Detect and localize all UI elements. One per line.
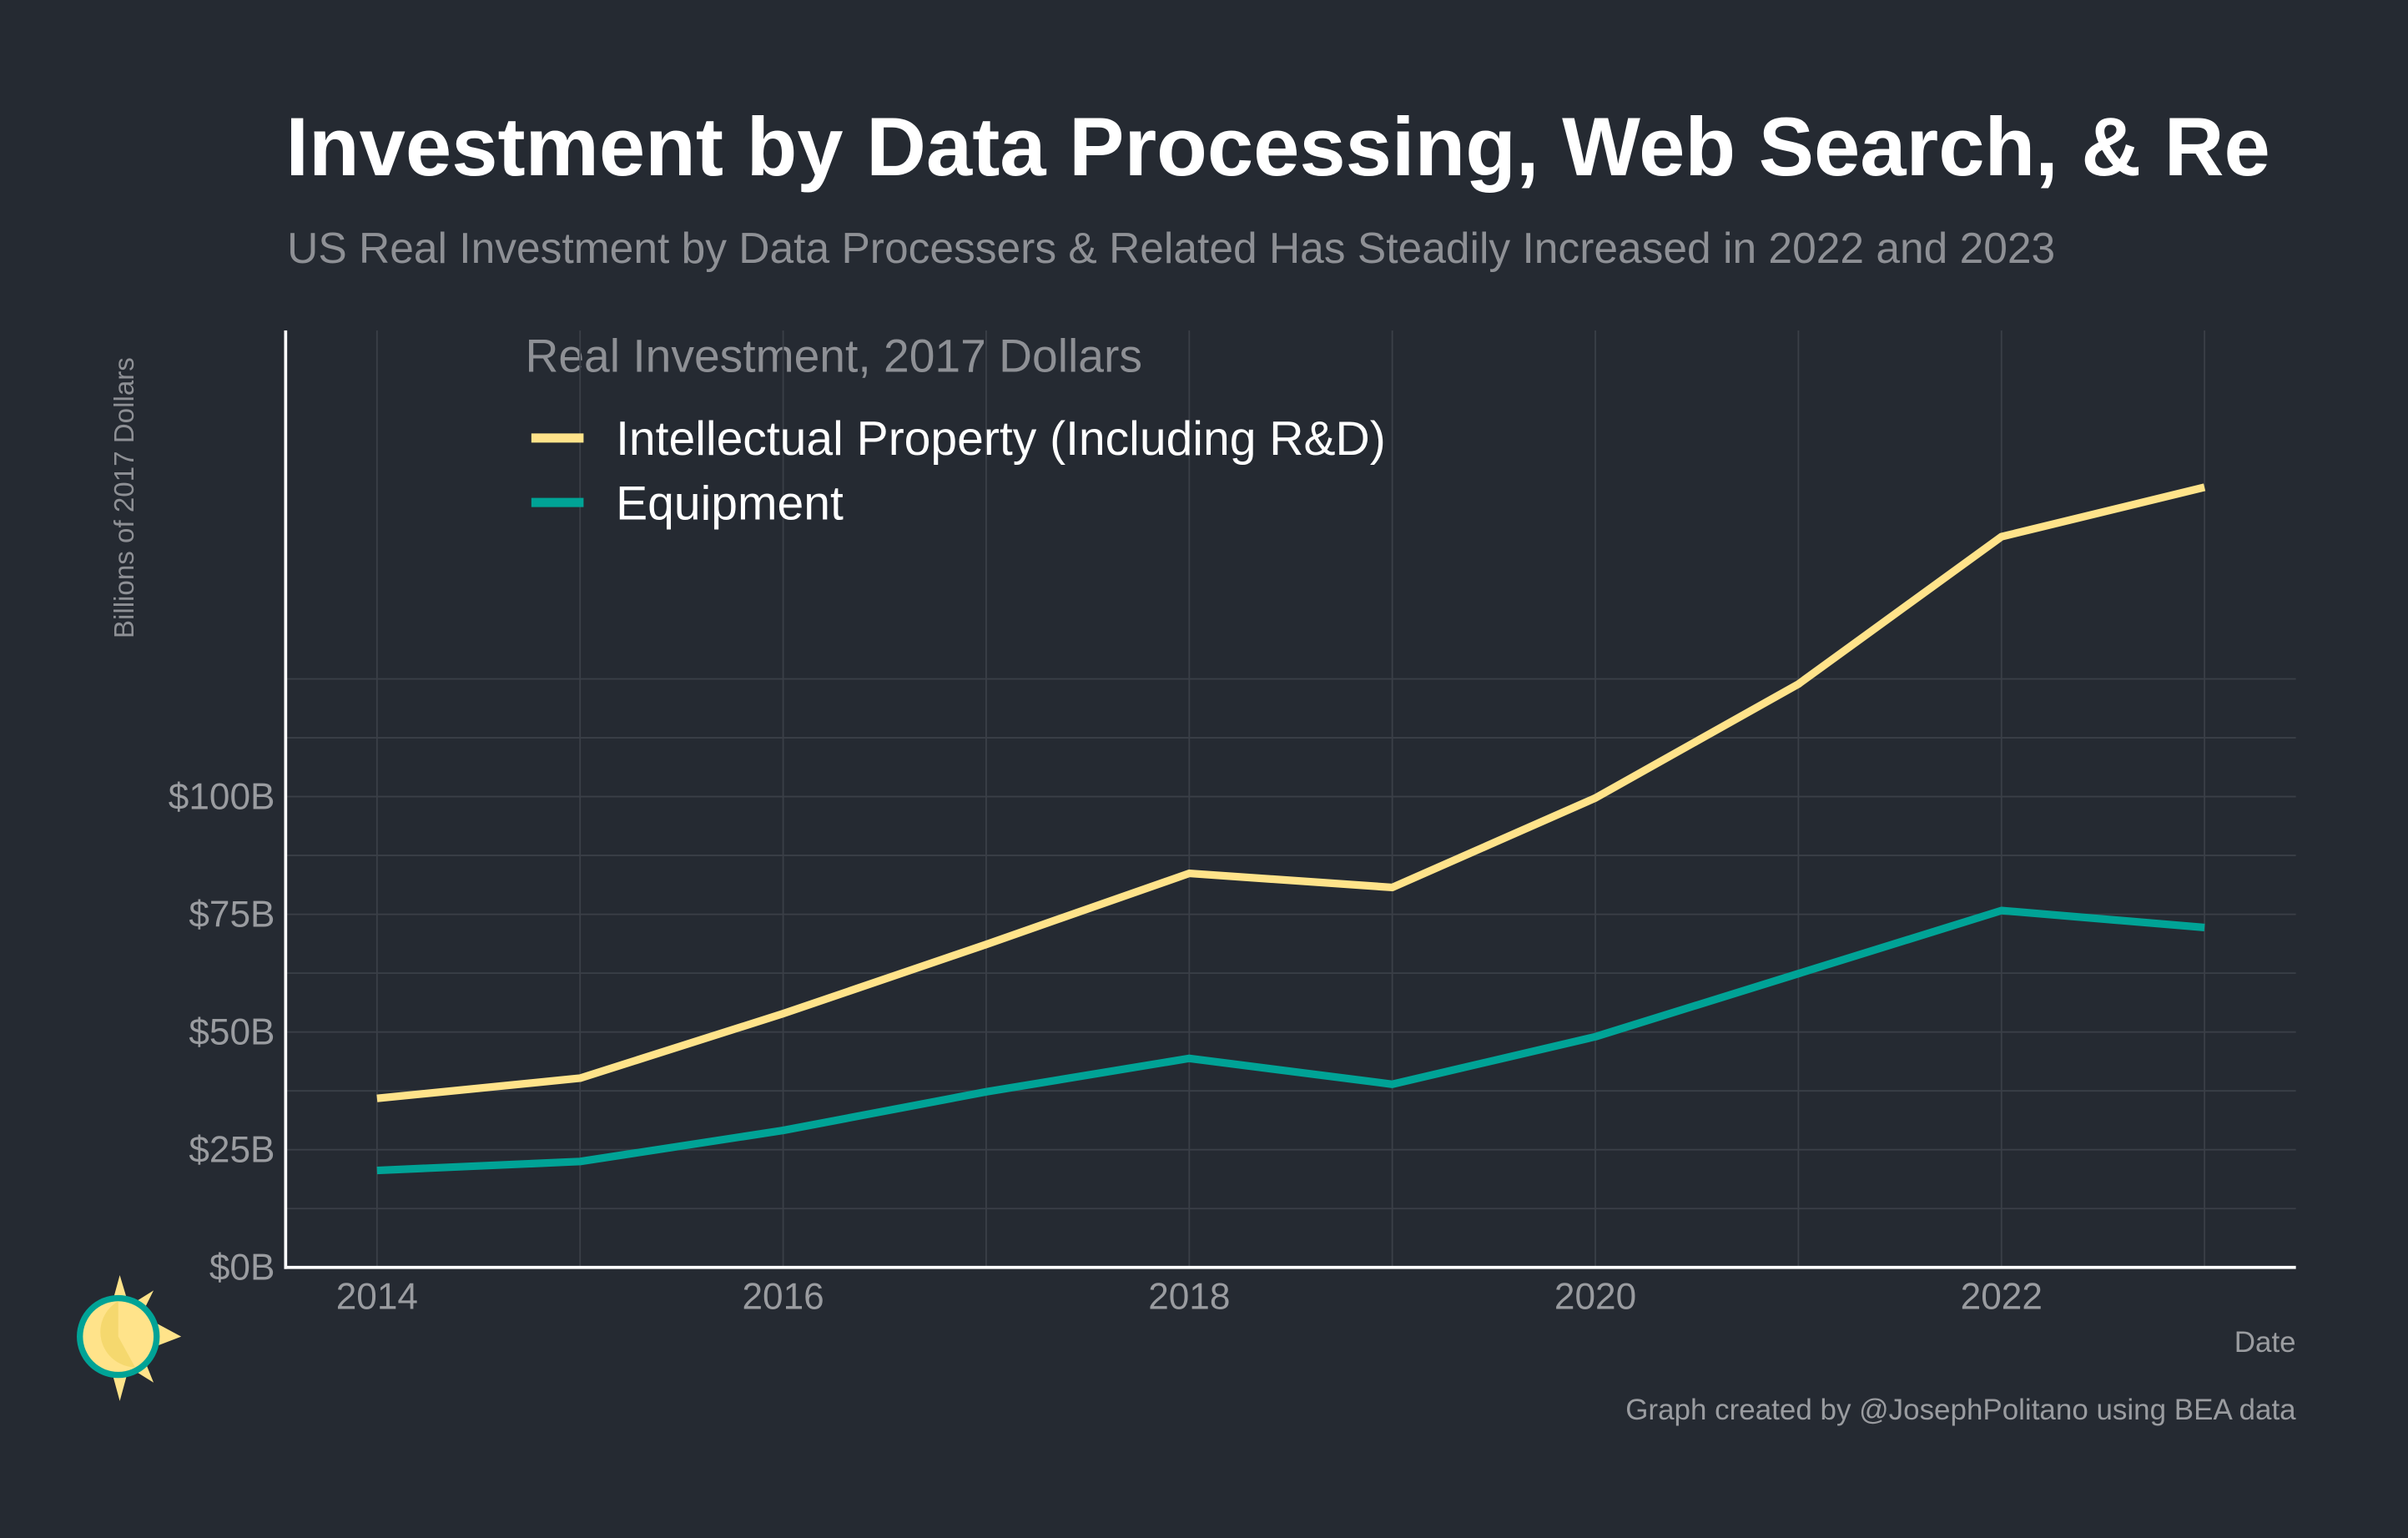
x-tick-label: 2016 [742, 1276, 824, 1317]
data-line [376, 906, 2205, 1175]
y-tick-label: $100B [169, 776, 275, 817]
chart-subtitle: US Real Investment by Data Processers & … [287, 224, 2055, 272]
y-tick-label: $25B [189, 1129, 275, 1170]
x-tick-label: 2020 [1554, 1276, 1636, 1317]
y-axis-label: Billions of 2017 Dollars [109, 357, 140, 638]
legend-label: Equipment [616, 477, 844, 530]
plot-area: $0B $25B $50B $75B $100B 2014 2016 2018 2020 2022… [169, 330, 2296, 1317]
y-tick-label: $75B [189, 894, 275, 935]
x-axis-label: Date [2234, 1326, 2296, 1359]
legend-label: Intellectual Property (Including R&D) [616, 412, 1386, 466]
x-tick-label: 2014 [336, 1276, 418, 1317]
x-tick-label: 2022 [1961, 1276, 2043, 1317]
data-line [376, 483, 2206, 1102]
legend-title: Real Investment, 2017 Dollars [525, 330, 1141, 382]
x-tick-label: 2018 [1148, 1276, 1230, 1317]
y-tick-label: $0B [209, 1247, 275, 1288]
y-tick-label: $50B [189, 1011, 275, 1052]
logo [77, 1274, 182, 1401]
chart-title: Investment by Data Processing, Web Searc… [285, 101, 2269, 194]
caption: Graph created by @JosephPolitano using B… [1625, 1394, 2296, 1426]
